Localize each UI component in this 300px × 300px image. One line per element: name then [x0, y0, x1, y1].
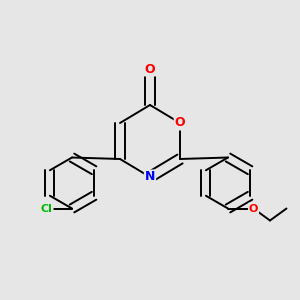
Text: Cl: Cl [40, 203, 52, 214]
Text: N: N [145, 170, 155, 184]
Text: O: O [175, 116, 185, 130]
Text: O: O [145, 62, 155, 76]
Text: O: O [249, 203, 258, 214]
